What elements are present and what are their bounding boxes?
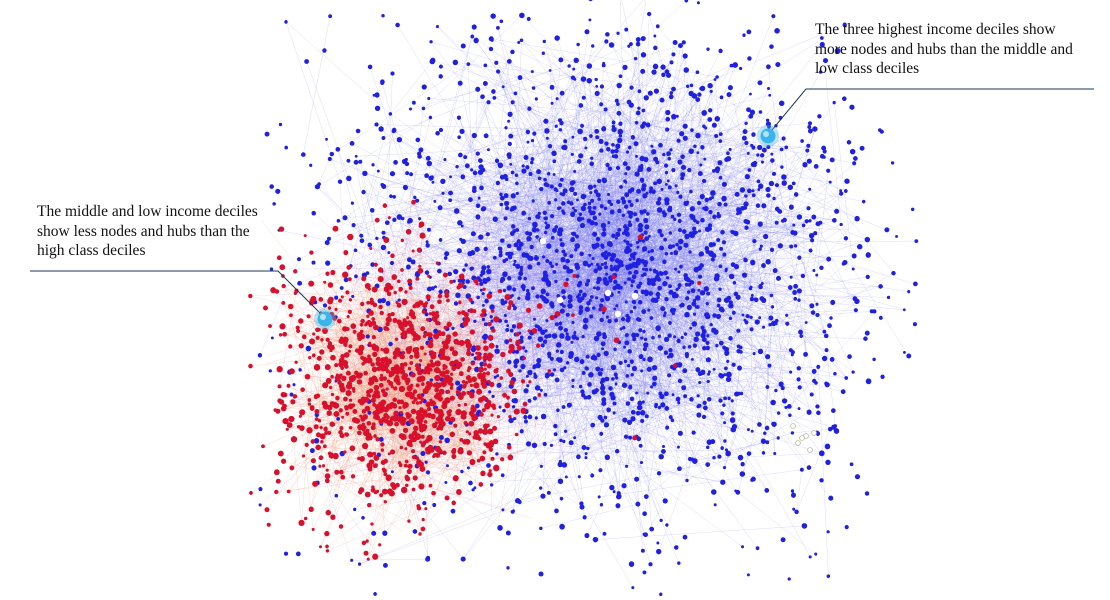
middle-low-income-decile-nodes	[248, 199, 538, 561]
isolated-node	[790, 423, 796, 429]
isolated-node	[811, 430, 817, 436]
isolated-node	[799, 435, 805, 441]
callout-line-left	[30, 270, 326, 319]
callout-line-right	[766, 88, 1094, 137]
network-nodes	[248, 0, 919, 597]
annotation-high-deciles: The three highest income deciles show mo…	[815, 21, 1073, 77]
hub-node	[604, 289, 612, 297]
callouts	[30, 88, 1094, 330]
hub-node	[539, 237, 547, 245]
hub-node	[614, 310, 622, 318]
hub-node	[631, 292, 639, 300]
callout-marker-left[interactable]	[314, 308, 336, 330]
isolated-node	[795, 440, 801, 446]
callout-marker-right[interactable]	[757, 125, 779, 147]
mixed-red-nodes	[374, 217, 702, 441]
annotation-middle-low-deciles: The middle and low income deciles show l…	[37, 203, 258, 259]
high-income-decile-nodes	[257, 0, 919, 597]
hub-node	[556, 296, 564, 304]
isolated-node	[807, 447, 813, 453]
